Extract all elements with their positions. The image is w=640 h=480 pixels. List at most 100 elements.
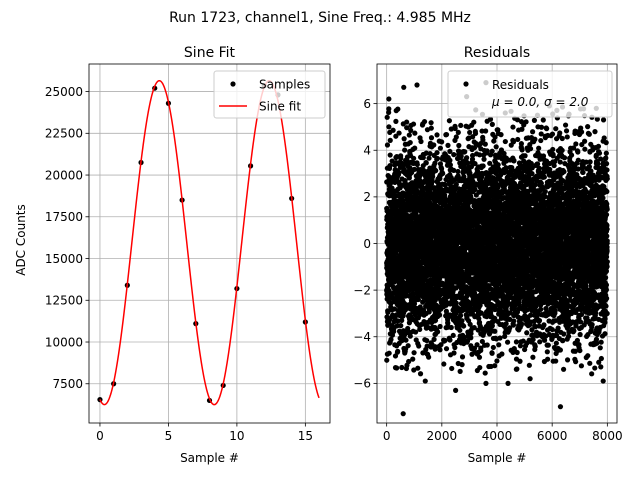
sine-fit-xlabel: Sample #	[180, 451, 239, 465]
sine-fit-panel: Sine Fit Sample # ADC Counts 0 5 10 1575001…	[14, 45, 331, 465]
residuals-point	[450, 332, 456, 339]
sine-fit-ytick-label: 20000	[45, 168, 83, 182]
residuals-point	[437, 347, 443, 353]
residuals-point	[411, 155, 417, 161]
residuals-point	[387, 163, 393, 169]
residuals-point	[467, 129, 473, 136]
residuals-point	[494, 358, 500, 364]
residuals-point	[393, 133, 399, 139]
sine-fit-legend-label-fit: Sine fit	[259, 100, 301, 114]
sine-fit-ytick-label: 10000	[45, 335, 83, 349]
residuals-point	[511, 318, 517, 324]
residuals-point	[472, 130, 479, 137]
residuals-point	[434, 150, 440, 156]
residuals-point	[482, 141, 488, 147]
residuals-point	[459, 354, 466, 360]
residuals-point	[424, 337, 430, 344]
residuals-point	[412, 329, 419, 335]
residuals-point	[386, 350, 392, 356]
residuals-point	[457, 368, 463, 374]
residuals-point	[511, 157, 517, 164]
residuals-point	[412, 145, 418, 151]
residuals-data	[384, 80, 610, 417]
residuals-point	[404, 125, 410, 131]
residuals-point	[406, 358, 412, 365]
residuals-point	[453, 134, 459, 140]
sine-fit-legend: Samples Sine fit	[213, 70, 326, 119]
residuals-point	[462, 149, 468, 155]
residuals-point	[489, 148, 495, 154]
residuals-point	[471, 119, 477, 125]
sine-fit-xtick-label: 15	[298, 429, 313, 443]
residuals-point	[446, 118, 452, 124]
residuals-point	[482, 370, 488, 376]
residuals-point	[411, 350, 417, 356]
residuals-point	[427, 150, 433, 157]
residuals-point	[489, 350, 495, 356]
residuals-point	[392, 353, 399, 359]
figure-suptitle: Run 1723, channel1, Sine Freq.: 4.985 MH…	[169, 10, 471, 26]
residuals-point	[412, 130, 418, 136]
residuals-point	[404, 119, 410, 125]
residuals-xlabel: Sample #	[468, 451, 527, 465]
residuals-point	[438, 342, 444, 348]
residuals-point	[401, 136, 407, 142]
residuals-title: Residuals	[464, 45, 530, 61]
residuals-point	[456, 142, 462, 149]
residuals-point	[518, 141, 525, 147]
sine-fit-legend-label-samples: Samples	[259, 78, 310, 92]
residuals-point	[443, 346, 450, 352]
residuals-point	[399, 364, 405, 371]
sine-fit-legend-marker-samples	[230, 81, 236, 87]
residuals-point	[398, 323, 404, 329]
residuals-point	[420, 350, 426, 356]
residuals-point	[499, 351, 505, 357]
residuals-point	[514, 349, 520, 356]
residuals-point	[434, 132, 440, 138]
residuals-point	[408, 127, 414, 133]
sine-fit-fit-line	[99, 79, 320, 406]
residuals-point	[426, 354, 432, 360]
residuals-point	[437, 323, 443, 330]
residuals-point	[434, 155, 441, 162]
residuals-point	[451, 350, 457, 356]
residuals-point	[417, 371, 424, 377]
residuals-point	[443, 131, 450, 138]
residuals-point	[493, 144, 499, 150]
residuals-point	[416, 343, 422, 349]
residuals-point	[384, 205, 390, 212]
residuals-point	[405, 343, 411, 349]
residuals-point	[390, 127, 396, 133]
residuals-point	[452, 344, 458, 351]
residuals-point	[464, 155, 470, 161]
sine-fit-ytick-label: 25000	[45, 85, 83, 99]
residuals-point	[504, 339, 511, 345]
residuals-point	[403, 337, 409, 343]
residuals-point	[481, 156, 487, 162]
residuals-point	[394, 365, 400, 371]
residuals-point	[517, 358, 523, 364]
residuals-point	[386, 106, 392, 112]
residuals-point	[514, 366, 520, 372]
residuals-point	[431, 336, 437, 342]
sine-fit-ytick-label: 12500	[45, 294, 83, 308]
residuals-point	[484, 342, 490, 348]
residuals-point	[458, 122, 464, 129]
residuals-point	[432, 160, 438, 166]
residuals-point	[484, 148, 490, 154]
residuals-point	[515, 136, 521, 143]
residuals-point	[396, 169, 402, 176]
residuals-point	[519, 147, 525, 153]
residuals-point	[415, 296, 421, 303]
residuals-point	[489, 121, 495, 127]
residuals-point	[398, 155, 404, 161]
residuals-point	[492, 328, 498, 334]
residuals-point	[411, 301, 418, 307]
residuals-point	[399, 317, 405, 323]
residuals-point	[483, 128, 489, 134]
residuals-point	[402, 147, 408, 153]
residuals-point	[510, 124, 516, 130]
sine-fit-ytick-label: 7500	[52, 377, 83, 391]
residuals-point	[414, 161, 420, 168]
